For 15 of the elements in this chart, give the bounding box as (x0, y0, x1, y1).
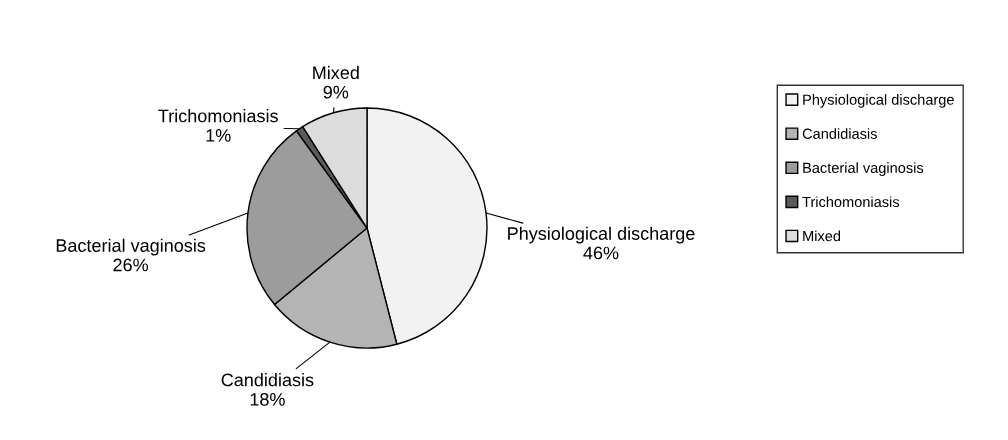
legend-label: Physiological discharge (803, 94, 954, 108)
legend-label: Mixed (803, 230, 841, 242)
slice-label: Candidiasis (221, 373, 314, 387)
slice-label: Bacterial vaginosis (56, 238, 206, 256)
slice-label: Mixed (313, 65, 359, 80)
data-label: 9% (323, 85, 349, 99)
data-label: 26% (113, 258, 149, 272)
legend-label: Trichomoniasis (802, 196, 900, 208)
data-label: 46% (583, 246, 619, 260)
legend-label: Candidiasis (802, 128, 877, 139)
slice-label: Trichomoniasis (158, 109, 278, 123)
data-label: 1% (206, 129, 231, 142)
legend-label: Bacterial vaginosis (803, 162, 924, 176)
data-label: 18% (250, 392, 285, 406)
slice-label: Physiological discharge (508, 226, 695, 244)
